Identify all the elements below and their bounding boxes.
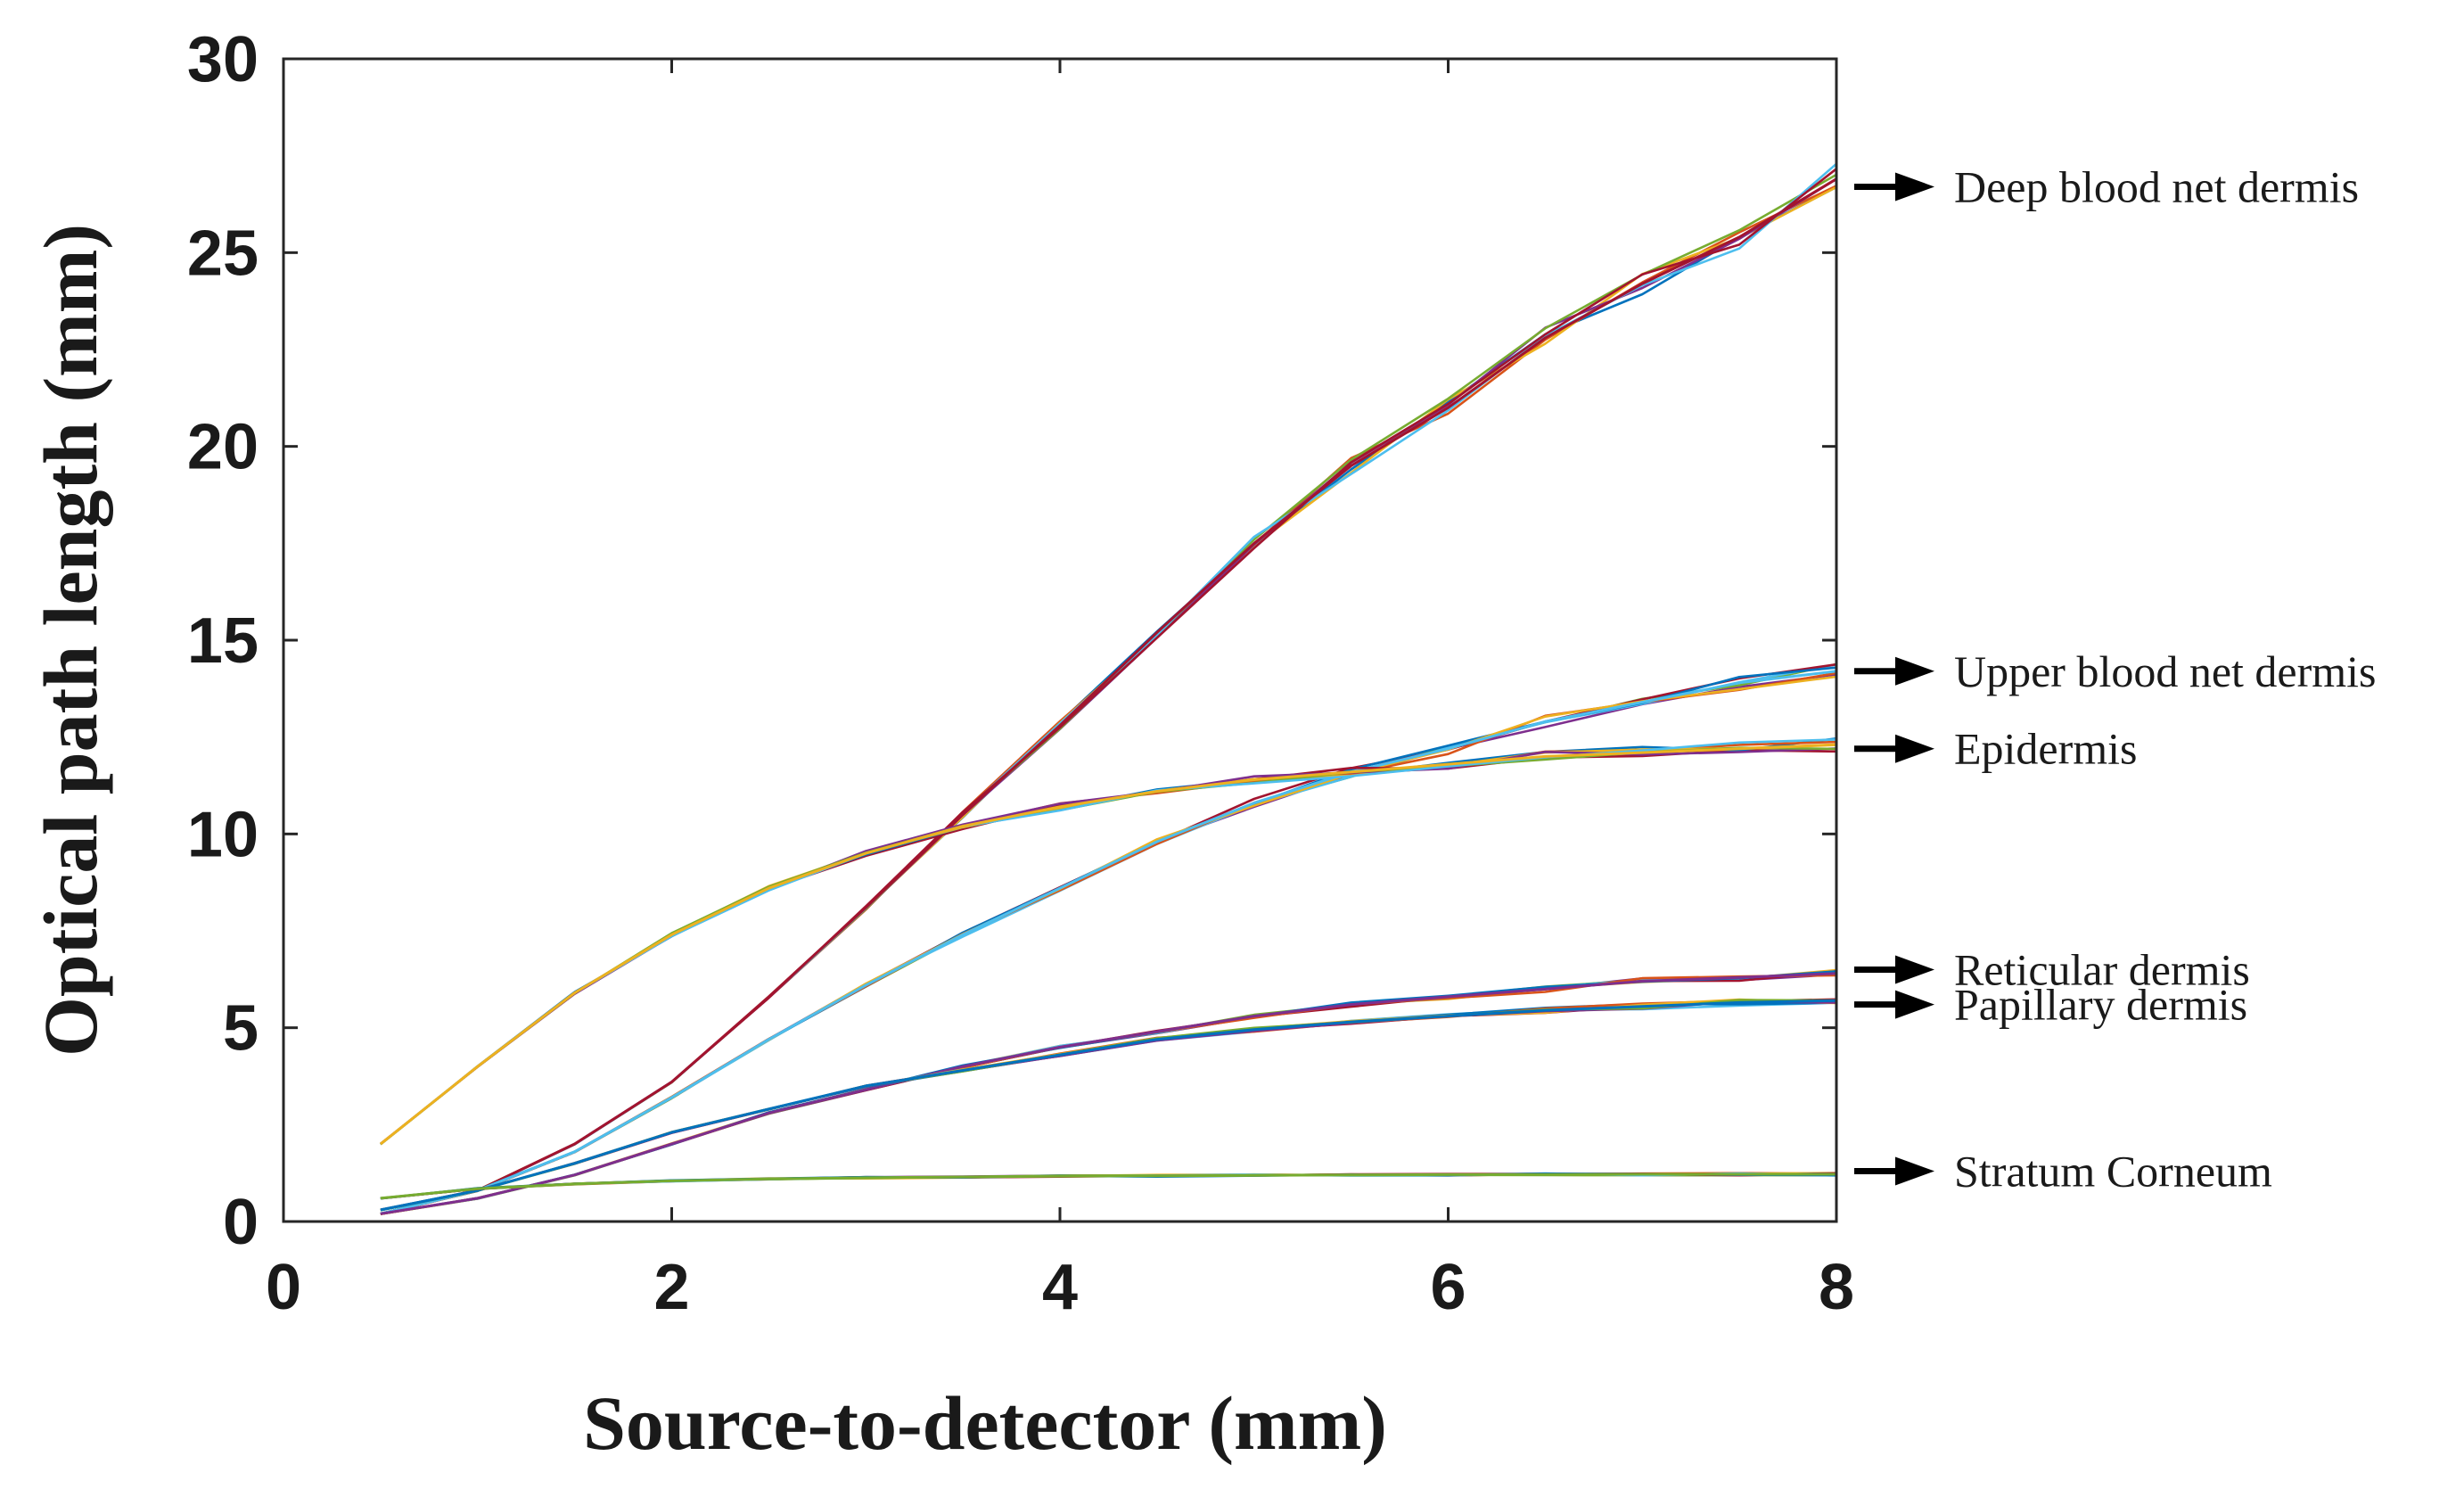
annotation-label: Reticular dermis: [1954, 944, 2250, 994]
y-tick-label: 0: [223, 1187, 259, 1258]
y-axis-title: Optical path length (mm): [28, 224, 113, 1057]
annotation: Upper blood net dermis: [1854, 646, 2377, 696]
y-tick-label: 30: [187, 24, 259, 95]
series-group-upper-blood-net-dermis: [380, 662, 1837, 1215]
series-line-main: [379, 743, 1837, 1146]
series-group-papillary-dermis: [380, 998, 1837, 1212]
arrow-icon: [1895, 656, 1934, 686]
series-group-epidermis: [379, 737, 1837, 1146]
x-tick-label: 4: [1042, 1252, 1078, 1323]
x-tick-label: 6: [1430, 1252, 1466, 1323]
series-line-main: [380, 177, 1837, 1215]
series-line-main: [380, 670, 1837, 1215]
annotation: Stratum Corneum: [1854, 1146, 2272, 1196]
annotations: Deep blood net dermis Upper blood net der…: [1854, 161, 2377, 1196]
annotation: Epidermis: [1854, 724, 2138, 774]
y-tick-label: 25: [187, 218, 259, 289]
annotation-label: Upper blood net dermis: [1954, 646, 2377, 696]
annotation: Reticular dermis: [1854, 944, 2250, 994]
x-tick-label: 8: [1819, 1252, 1854, 1323]
annotation-label: Papillary dermis: [1954, 980, 2247, 1030]
series-group-stratum-corneum: [380, 1172, 1837, 1200]
arrow-icon: [1895, 990, 1934, 1019]
y-tick-label: 5: [223, 993, 259, 1065]
x-tick-label: 0: [266, 1252, 301, 1323]
series-line-main: [380, 999, 1837, 1212]
series-line-main: [380, 972, 1837, 1215]
y-tick-label: 20: [187, 412, 259, 483]
axis-ticks: 0 2 4 6 8 0 5 10 15 20 25 30: [187, 24, 1854, 1323]
annotation: Papillary dermis: [1854, 980, 2247, 1030]
x-tick-label: 2: [653, 1252, 689, 1323]
series-group-reticular-dermis: [380, 968, 1837, 1215]
annotation-label: Stratum Corneum: [1954, 1146, 2272, 1196]
y-tick-label: 15: [187, 605, 259, 677]
arrow-icon: [1895, 172, 1934, 202]
annotation-label: Epidermis: [1954, 724, 2138, 774]
series-group-deep-blood-net-dermis: [380, 162, 1837, 1215]
annotation-label: Deep blood net dermis: [1954, 161, 2359, 211]
annotation: Deep blood net dermis: [1854, 161, 2359, 211]
arrow-icon: [1895, 955, 1934, 984]
arrow-icon: [1895, 734, 1934, 763]
x-axis-title: Source-to-detector (mm): [583, 1380, 1387, 1466]
y-tick-label: 10: [187, 799, 259, 870]
arrow-icon: [1895, 1156, 1934, 1186]
series-line-main: [380, 1172, 1836, 1200]
series-lines: [379, 162, 1837, 1215]
